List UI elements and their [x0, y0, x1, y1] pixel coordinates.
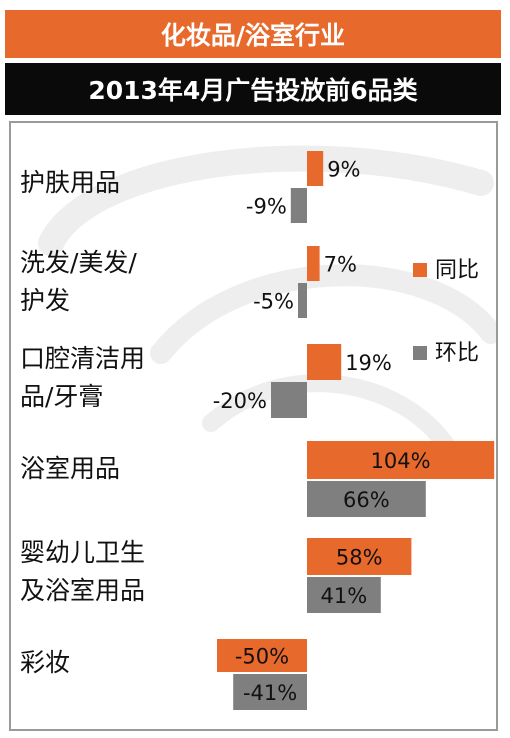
legend-label: 同比 [435, 258, 479, 283]
watermark [38, 145, 496, 462]
data-label: 9% [327, 158, 360, 182]
legend-label: 环比 [435, 341, 479, 366]
data-label: -5% [253, 290, 294, 314]
data-label: -50% [235, 645, 289, 669]
data-label: 104% [371, 449, 431, 473]
category-label: 彩妆 [20, 648, 70, 677]
category-label: 品/牙膏 [20, 382, 103, 411]
category-label: 护肤用品 [20, 168, 120, 197]
mom-bar [307, 481, 426, 517]
mom-bar [307, 577, 381, 613]
data-label: 66% [343, 488, 390, 512]
category-label: 及浴室用品 [20, 576, 145, 605]
data-label: -41% [243, 681, 297, 705]
legend-swatch-mom [413, 346, 427, 360]
data-label: 58% [336, 546, 383, 570]
yoy-bar [307, 344, 342, 380]
legend-swatch-yoy [413, 263, 427, 277]
yoy-bar [307, 246, 320, 281]
data-label: 19% [345, 351, 392, 375]
yoy-bar [307, 151, 324, 186]
data-label: -9% [246, 195, 287, 219]
mom-bar [233, 674, 307, 710]
data-label: 7% [324, 253, 357, 277]
data-label: -20% [213, 389, 267, 413]
yoy-bar [217, 639, 307, 672]
mom-bar [290, 188, 307, 223]
mom-bar [271, 382, 307, 418]
industry-banner: 化妆品/浴室行业 [5, 10, 501, 58]
data-label: 41% [321, 584, 368, 608]
yoy-bar [307, 441, 495, 479]
category-label: 护发 [20, 286, 70, 315]
mom-bar [298, 283, 307, 318]
chart-panel: 护肤用品 9% -9% 洗发/美发/护发 7% -5% 口腔清洁用品/牙膏 19% -20% 浴室… [9, 121, 498, 731]
category-label: 口腔清洁用 [20, 344, 145, 373]
category-label: 婴幼儿卫生 [20, 538, 145, 567]
yoy-bar [307, 538, 412, 575]
chart-title: 2013年4月广告投放前6品类 [5, 63, 501, 115]
category-label: 洗发/美发/ [20, 248, 137, 277]
category-label: 浴室用品 [20, 454, 120, 483]
